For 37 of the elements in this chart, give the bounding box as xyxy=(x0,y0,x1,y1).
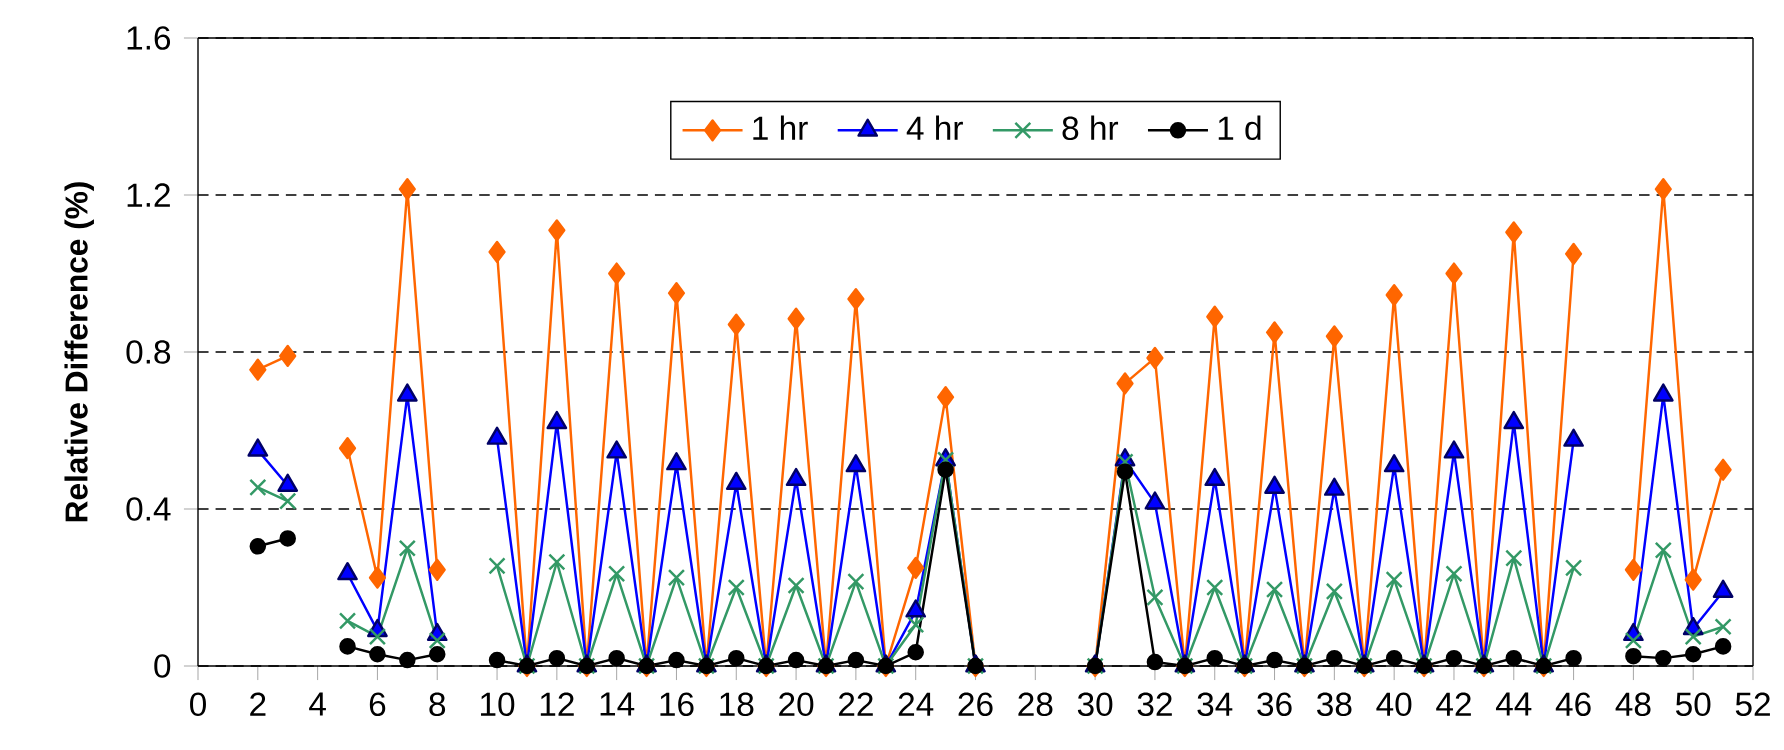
legend-label: 8 hr xyxy=(1062,115,1119,141)
y-axis-title: Relative Difference (%) xyxy=(64,182,94,522)
legend-label: 1 hr xyxy=(753,115,808,140)
legend-label: 1 d xyxy=(1218,115,1261,141)
x-tick-label: 20 xyxy=(779,692,814,717)
x-tick-label: 36 xyxy=(1257,692,1292,717)
x-tick-label: 28 xyxy=(1018,692,1053,717)
x-tick-label: 42 xyxy=(1436,692,1471,716)
x-tick-label: 52 xyxy=(1735,692,1770,717)
y-tick-label: 0.8 xyxy=(126,340,171,364)
x-tick-label: 14 xyxy=(600,692,635,716)
x-tick-label: 12 xyxy=(540,692,574,716)
x-tick-label: 40 xyxy=(1376,692,1412,717)
x-tick-label: 38 xyxy=(1317,692,1352,717)
x-tick-label: 18 xyxy=(720,692,754,717)
y-tick-label: 0 xyxy=(154,654,171,678)
x-tick-label: 16 xyxy=(660,692,694,717)
y-tick-label: 0.4 xyxy=(126,497,171,521)
x-tick-label: 44 xyxy=(1495,692,1532,716)
y-tick-label: 1.6 xyxy=(127,26,171,50)
x-tick-label: 2 xyxy=(250,692,266,716)
x-tick-label: 48 xyxy=(1615,692,1651,717)
x-tick-label: 4 xyxy=(309,692,326,716)
y-tick-label: 1.2 xyxy=(127,183,170,207)
x-tick-label: 26 xyxy=(958,692,993,717)
x-tick-label: 50 xyxy=(1675,692,1711,717)
x-tick-label: 46 xyxy=(1555,692,1591,717)
x-tick-label: 24 xyxy=(898,692,934,716)
x-tick-label: 8 xyxy=(429,692,446,717)
x-tick-label: 22 xyxy=(838,692,873,716)
legend-label: 4 hr xyxy=(906,115,963,140)
x-tick-label: 32 xyxy=(1137,692,1172,717)
x-tick-label: 34 xyxy=(1197,692,1233,717)
x-tick-label: 30 xyxy=(1077,692,1113,717)
x-tick-label: 10 xyxy=(481,692,515,717)
x-tick-label: 6 xyxy=(369,692,386,717)
x-tick-label: 0 xyxy=(190,692,206,717)
